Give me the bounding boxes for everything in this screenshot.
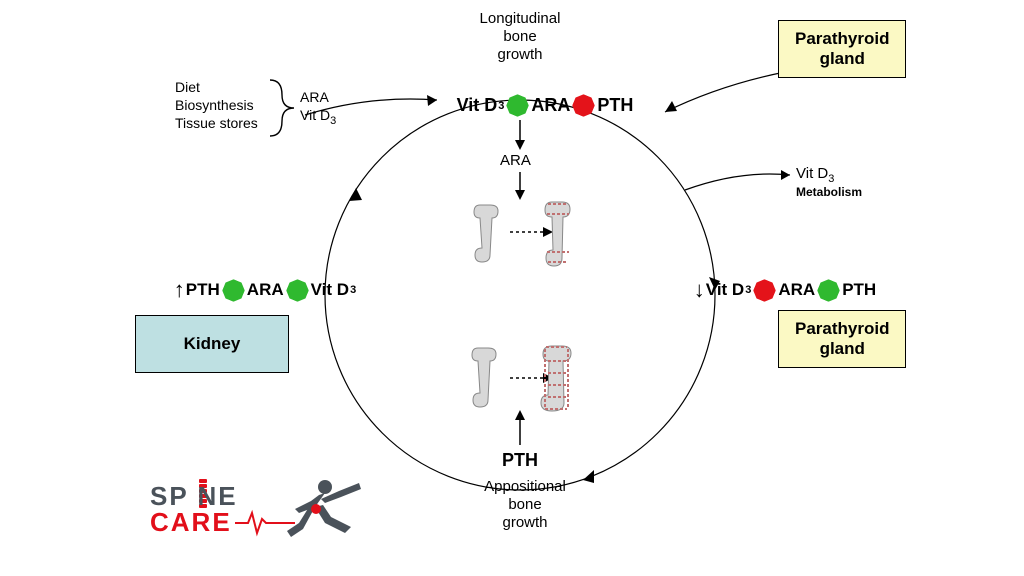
left-node: ↑ PTH ARA Vit D3 [135, 277, 395, 303]
svg-text:CARE: CARE [150, 507, 232, 537]
vitd-label: Vit D [457, 95, 498, 116]
parathyroid-box-top: Parathyroid gland [778, 20, 906, 78]
parathyroid-box-right: Parathyroid gland [778, 310, 906, 368]
green-dot [220, 276, 247, 303]
sources-outputs: ARA Vit D3 [300, 88, 336, 128]
green-dot [815, 276, 842, 303]
red-dot [570, 92, 597, 119]
right-node: ↓ Vit D3 ARA PTH [655, 277, 915, 303]
up-arrow-icon: ↑ [174, 277, 185, 303]
bone-pair-bottom [468, 343, 583, 418]
down-arrow-icon: ↓ [694, 277, 705, 303]
green-dot [504, 92, 531, 119]
top-node: Vit D3 ARA PTH [420, 95, 670, 116]
pth-node: PTH [502, 450, 538, 471]
sources-list: Diet Biosynthesis Tissue stores [175, 78, 258, 133]
ara-label: ARA [500, 152, 531, 170]
appositional-title: Appositional bone growth [450, 478, 600, 532]
vitd-metabolism: Vit D3 Metabolism [796, 165, 862, 199]
bone-pair-top [470, 200, 580, 270]
red-dot [751, 276, 778, 303]
green-dot [283, 276, 310, 303]
spinecare-logo: SP NE CARE [150, 475, 370, 560]
longitudinal-title: Longitudinal bone growth [445, 10, 595, 64]
kidney-box: Kidney [135, 315, 289, 373]
